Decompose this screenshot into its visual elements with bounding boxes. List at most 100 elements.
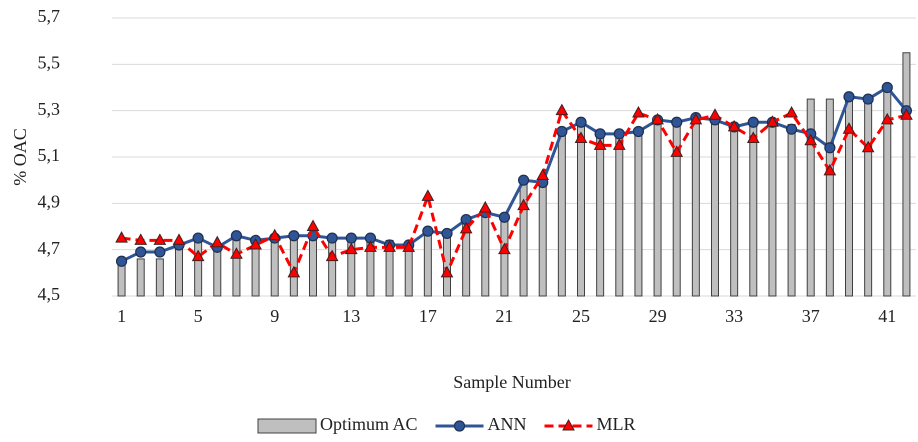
y-tick-label: 5,3 [38, 99, 61, 119]
point [575, 116, 587, 128]
point [862, 93, 874, 105]
point [192, 232, 204, 244]
point [823, 163, 837, 176]
point [689, 112, 703, 125]
bar [309, 232, 317, 297]
point [325, 249, 339, 262]
point [115, 231, 128, 243]
x-tick-label: 21 [495, 306, 513, 326]
bar [902, 52, 911, 297]
point [708, 108, 722, 120]
point [747, 116, 759, 128]
bar [519, 179, 528, 297]
point [134, 233, 148, 245]
point [671, 116, 683, 128]
bar [213, 246, 222, 297]
point [441, 227, 453, 240]
point [268, 228, 282, 241]
x-tick-label: 29 [649, 306, 667, 326]
x-tick-label: 41 [878, 306, 896, 326]
bar [634, 128, 643, 297]
point [880, 112, 894, 125]
point [632, 105, 645, 118]
bar [175, 246, 183, 297]
legend-marker [562, 418, 575, 431]
bar [194, 239, 203, 297]
y-tick-label: 4,7 [38, 238, 61, 258]
point [421, 189, 435, 201]
point [842, 122, 856, 134]
x-axis-title: Sample Number [453, 372, 570, 392]
bar [404, 244, 413, 297]
point [287, 265, 301, 278]
point [536, 168, 550, 181]
bar [596, 135, 605, 297]
bar [577, 119, 585, 297]
bar [806, 98, 815, 297]
point [402, 240, 416, 252]
bar [730, 126, 739, 297]
bar [787, 124, 796, 297]
x-tick-label: 25 [572, 306, 590, 326]
point [843, 91, 855, 103]
point [306, 219, 320, 231]
bar [500, 216, 509, 297]
x-tick-label: 5 [194, 306, 203, 326]
bar [270, 235, 279, 297]
point [612, 138, 626, 150]
legend-marker [453, 420, 466, 432]
point [115, 255, 128, 267]
point [824, 142, 836, 154]
point [574, 131, 588, 143]
point [459, 221, 473, 234]
point [613, 128, 625, 140]
x-tick-label: 1 [117, 306, 126, 326]
point [440, 265, 454, 278]
point [517, 174, 530, 186]
bar [749, 119, 758, 297]
bar [328, 239, 337, 297]
bar [232, 235, 241, 297]
bar [711, 117, 719, 297]
point [422, 225, 434, 237]
x-tick-label: 37 [802, 306, 820, 326]
point [555, 103, 569, 116]
point [900, 108, 913, 120]
x-tick-label: 9 [270, 306, 279, 326]
bar [825, 98, 834, 297]
point [344, 242, 358, 255]
bar [538, 181, 547, 297]
point [172, 233, 186, 245]
point [517, 198, 530, 211]
point [230, 247, 243, 259]
y-tick-label: 4,5 [38, 284, 61, 304]
point [230, 230, 243, 242]
point [861, 140, 875, 153]
point [210, 235, 224, 248]
point [670, 145, 684, 157]
point [881, 81, 893, 94]
point [478, 200, 492, 213]
legend-label: MLR [597, 414, 636, 434]
legend-label: ANN [488, 414, 527, 434]
bar [691, 117, 700, 297]
bar [155, 258, 164, 297]
bar [653, 117, 662, 297]
point [746, 131, 760, 143]
bar [557, 133, 566, 297]
point [191, 249, 205, 262]
y-tick-label: 5,7 [38, 6, 61, 26]
bar [481, 209, 490, 297]
point [345, 232, 357, 244]
point [785, 123, 798, 135]
point [249, 237, 262, 250]
bar [423, 232, 432, 297]
point [651, 112, 664, 125]
legend-label: Optimum AC [320, 414, 418, 434]
y-tick-label: 4,9 [38, 191, 61, 211]
x-tick-label: 33 [725, 306, 743, 326]
point [785, 105, 798, 118]
bar [615, 135, 624, 297]
